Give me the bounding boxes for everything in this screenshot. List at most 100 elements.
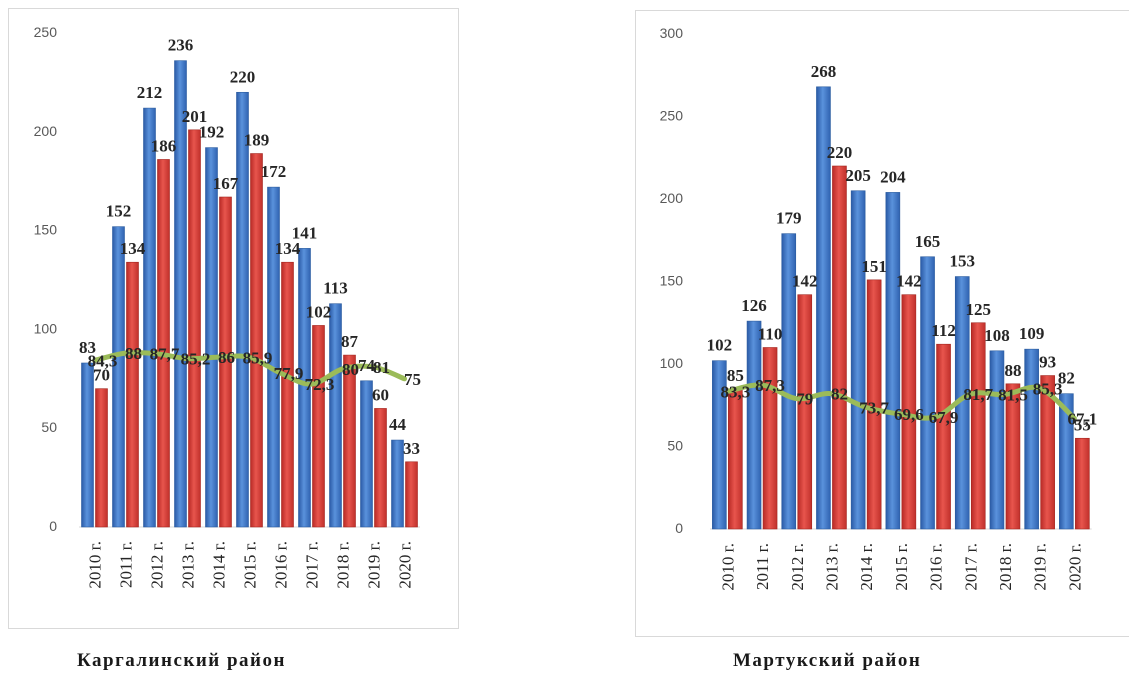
mar-label-blue-2: 179 xyxy=(776,209,802,228)
mar-label-line-9: 85,3 xyxy=(1033,379,1063,398)
kar-label-red-3: 201 xyxy=(182,107,208,126)
kar-bar-red-4 xyxy=(219,196,232,528)
kar-xtick-1: 2011 г. xyxy=(117,541,136,588)
mar-xtick-10: 2020 г. xyxy=(1065,543,1084,591)
kar-ytick-3: 150 xyxy=(34,222,58,238)
mar-label-line-8: 81,5 xyxy=(998,386,1028,405)
mar-ytick-2: 100 xyxy=(660,355,684,371)
kar-label-line-5: 85,9 xyxy=(243,348,273,367)
kar-label-line-2: 87,7 xyxy=(150,345,180,364)
mar-xtick-4: 2014 г. xyxy=(857,543,876,591)
kar-bar-blue-0 xyxy=(81,362,94,528)
mar-label-red-8: 88 xyxy=(1004,361,1021,380)
mar-xtick-0: 2010 г. xyxy=(718,543,737,591)
chart-martuksky-svg: 0 50 100 150 200 250 300 102 126 179 268 205 204 165 1… xyxy=(660,25,1098,591)
kar-label-line-1: 88 xyxy=(125,344,142,363)
kar-xtick-5: 2015 г. xyxy=(241,541,260,589)
kar-xtick-3: 2013 г. xyxy=(179,541,198,589)
mar-bar-red-10 xyxy=(1075,437,1090,530)
kar-label-blue-3: 236 xyxy=(168,36,194,55)
kar-bar-red-7 xyxy=(312,325,325,528)
kar-label-line-0: 84,3 xyxy=(88,351,118,370)
mar-xtick-1: 2011 г. xyxy=(753,543,772,590)
mar-bar-red-9 xyxy=(1040,375,1055,530)
mar-label-red-9: 93 xyxy=(1039,353,1056,372)
kar-bar-blue-4 xyxy=(205,147,218,528)
mar-bar-red-7 xyxy=(970,322,986,530)
mar-ytick-4: 200 xyxy=(660,190,684,206)
kar-label-blue-0: 83 xyxy=(79,338,96,357)
mar-label-red-0: 85 xyxy=(727,366,744,385)
kar-bar-blue-5 xyxy=(236,91,249,528)
mar-xtick-7: 2017 г. xyxy=(961,543,980,591)
kar-xtick-10: 2020 г. xyxy=(396,541,415,589)
mar-ytick-1: 50 xyxy=(667,438,683,454)
kar-line-series xyxy=(92,350,407,387)
kar-label-red-8: 87 xyxy=(341,332,359,351)
mar-label-line-0: 83,3 xyxy=(720,383,750,402)
mar-bar-red-8 xyxy=(1005,383,1021,530)
mar-bar-blue-10 xyxy=(1059,393,1074,530)
kar-bar-red-10 xyxy=(405,461,418,528)
kar-bar-red-8 xyxy=(343,354,356,528)
kar-ytick-2: 100 xyxy=(34,320,58,336)
kar-bar-blue-7 xyxy=(298,248,311,528)
mar-label-blue-4: 205 xyxy=(845,166,871,185)
mar-xtick-5: 2015 г. xyxy=(892,543,911,591)
mar-bar-blue-4 xyxy=(850,190,866,530)
kar-label-blue-9: 74 xyxy=(358,356,376,375)
kar-bar-red-6 xyxy=(281,261,294,528)
kar-label-red-4: 167 xyxy=(213,174,239,193)
kar-bar-red-5 xyxy=(250,153,263,528)
mar-line-series xyxy=(724,382,1077,421)
mar-label-line-1: 87,3 xyxy=(755,376,785,395)
kar-xtick-8: 2018 г. xyxy=(334,541,353,589)
kar-ytick-0: 0 xyxy=(49,518,57,534)
chart-panel-kargalinsky: 0 50 100 150 200 250 83 152 212 236 192 220 172 141 11… xyxy=(8,8,459,629)
kar-label-line-9: 81 xyxy=(373,358,390,377)
caption-kargalinsky: Каргалинский район xyxy=(77,650,286,671)
kar-label-line-4: 86 xyxy=(218,348,235,367)
mar-xtick-3: 2013 г. xyxy=(822,543,841,591)
mar-label-line-6: 67,9 xyxy=(929,408,959,427)
mar-label-blue-3: 268 xyxy=(811,62,837,81)
kar-label-line-8: 80 xyxy=(342,360,359,379)
mar-label-red-10: 55 xyxy=(1074,415,1091,434)
kar-label-red-5: 189 xyxy=(244,131,270,150)
kar-bar-red-3 xyxy=(188,129,201,528)
kar-bar-red-9 xyxy=(374,408,387,528)
kar-label-blue-10: 44 xyxy=(389,415,407,434)
mar-bar-red-6 xyxy=(936,343,951,530)
mar-label-blue-5: 204 xyxy=(880,167,906,186)
mar-xtick-2: 2012 г. xyxy=(788,543,807,591)
mar-label-blue-7: 153 xyxy=(950,252,976,271)
kar-label-red-2: 186 xyxy=(151,136,177,155)
mar-bar-blue-9 xyxy=(1024,348,1039,530)
kar-label-blue-2: 212 xyxy=(137,83,163,102)
kar-label-blue-7: 141 xyxy=(292,223,318,242)
kar-label-blue-5: 220 xyxy=(230,67,256,86)
kar-bar-blue-8 xyxy=(329,303,342,528)
kar-label-line-10: 75 xyxy=(404,370,421,389)
mar-label-red-2: 142 xyxy=(792,272,818,291)
mar-label-line-10: 67,1 xyxy=(1067,409,1097,428)
kar-label-red-0: 70 xyxy=(93,366,110,385)
kar-bar-blue-2 xyxy=(143,107,156,528)
mar-label-blue-9: 109 xyxy=(1019,324,1045,343)
mar-label-line-3: 82 xyxy=(831,385,848,404)
kar-label-blue-1: 152 xyxy=(106,202,132,221)
mar-label-blue-6: 165 xyxy=(915,232,941,251)
mar-ytick-5: 250 xyxy=(660,108,684,124)
mar-bar-red-4 xyxy=(866,279,882,530)
kar-label-line-7: 72,3 xyxy=(305,375,335,394)
kar-ytick-5: 250 xyxy=(34,24,58,40)
kar-bar-blue-6 xyxy=(267,186,280,528)
caption-martuksky: Мартукский район xyxy=(733,650,922,671)
kar-label-red-9: 60 xyxy=(372,385,389,404)
mar-label-red-1: 110 xyxy=(758,325,783,344)
kar-label-blue-4: 192 xyxy=(199,123,225,142)
kar-ytick-4: 200 xyxy=(34,123,58,139)
kar-bar-blue-3 xyxy=(174,60,187,528)
kar-label-red-1: 134 xyxy=(120,239,146,258)
kar-label-line-3: 85,2 xyxy=(181,350,211,369)
